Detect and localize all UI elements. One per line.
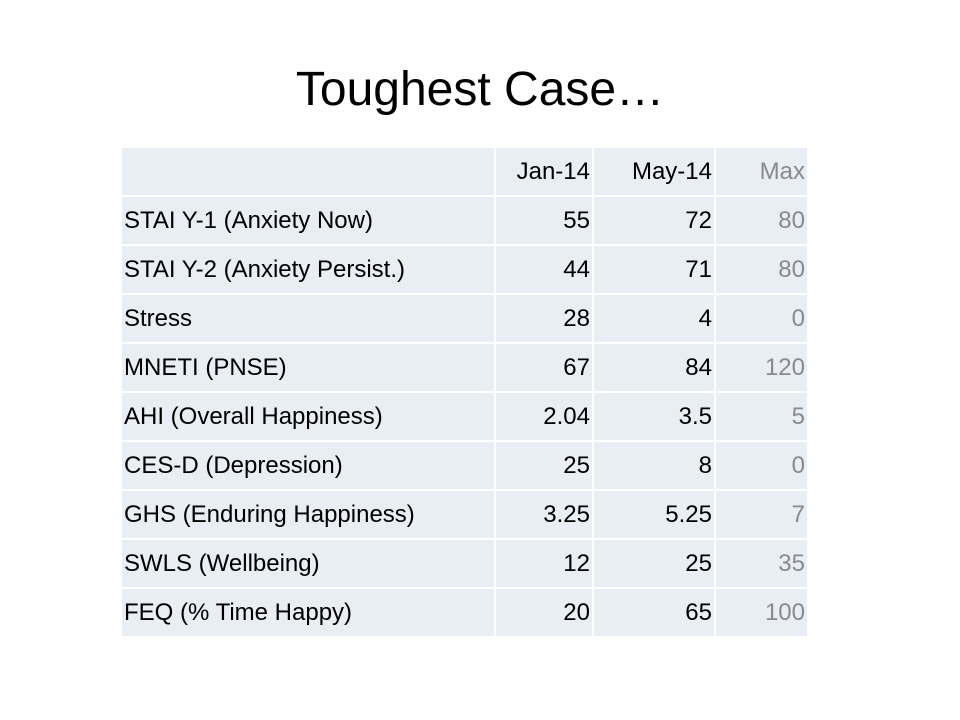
max-value: 5 — [714, 391, 809, 442]
row-label: FEQ (% Time Happy) — [120, 587, 496, 638]
row-label: AHI (Overall Happiness) — [120, 391, 496, 442]
max-value: 0 — [714, 440, 809, 491]
table-row: SWLS (Wellbeing) 12 25 35 — [120, 538, 809, 589]
row-label: SWLS (Wellbeing) — [120, 538, 496, 589]
may-value: 65 — [592, 587, 716, 638]
jan-value: 2.04 — [494, 391, 594, 442]
table-row: CES-D (Depression) 25 8 0 — [120, 440, 809, 491]
max-value: 120 — [714, 342, 809, 393]
jan-value: 12 — [494, 538, 594, 589]
table-row: Stress 28 4 0 — [120, 293, 809, 344]
may-value: 25 — [592, 538, 716, 589]
table-row: FEQ (% Time Happy) 20 65 100 — [120, 587, 809, 638]
may-value: 5.25 — [592, 489, 716, 540]
row-label: STAI Y-2 (Anxiety Persist.) — [120, 244, 496, 295]
jan-value: 28 — [494, 293, 594, 344]
header-cell-max: Max — [714, 146, 809, 197]
table-row: GHS (Enduring Happiness) 3.25 5.25 7 — [120, 489, 809, 540]
jan-value: 55 — [494, 195, 594, 246]
table-row: STAI Y-1 (Anxiety Now) 55 72 80 — [120, 195, 809, 246]
may-value: 4 — [592, 293, 716, 344]
slide-title: Toughest Case… — [295, 63, 665, 116]
may-value: 3.5 — [592, 391, 716, 442]
may-value: 71 — [592, 244, 716, 295]
row-label: GHS (Enduring Happiness) — [120, 489, 496, 540]
max-value: 0 — [714, 293, 809, 344]
max-value: 100 — [714, 587, 809, 638]
row-label: CES-D (Depression) — [120, 440, 496, 491]
row-label: MNETI (PNSE) — [120, 342, 496, 393]
jan-value: 44 — [494, 244, 594, 295]
may-value: 8 — [592, 440, 716, 491]
header-cell-may: May-14 — [592, 146, 716, 197]
table-row: STAI Y-2 (Anxiety Persist.) 44 71 80 — [120, 244, 809, 295]
max-value: 80 — [714, 244, 809, 295]
table-row: MNETI (PNSE) 67 84 120 — [120, 342, 809, 393]
may-value: 72 — [592, 195, 716, 246]
header-cell-label — [120, 146, 496, 197]
results-table: Jan-14 May-14 Max STAI Y-1 (Anxiety Now)… — [120, 146, 809, 638]
table-header-row: Jan-14 May-14 Max — [120, 146, 809, 197]
max-value: 35 — [714, 538, 809, 589]
table-row: AHI (Overall Happiness) 2.04 3.5 5 — [120, 391, 809, 442]
jan-value: 67 — [494, 342, 594, 393]
header-cell-jan: Jan-14 — [494, 146, 594, 197]
max-value: 7 — [714, 489, 809, 540]
row-label: STAI Y-1 (Anxiety Now) — [120, 195, 496, 246]
may-value: 84 — [592, 342, 716, 393]
jan-value: 3.25 — [494, 489, 594, 540]
max-value: 80 — [714, 195, 809, 246]
jan-value: 20 — [494, 587, 594, 638]
row-label: Stress — [120, 293, 496, 344]
jan-value: 25 — [494, 440, 594, 491]
